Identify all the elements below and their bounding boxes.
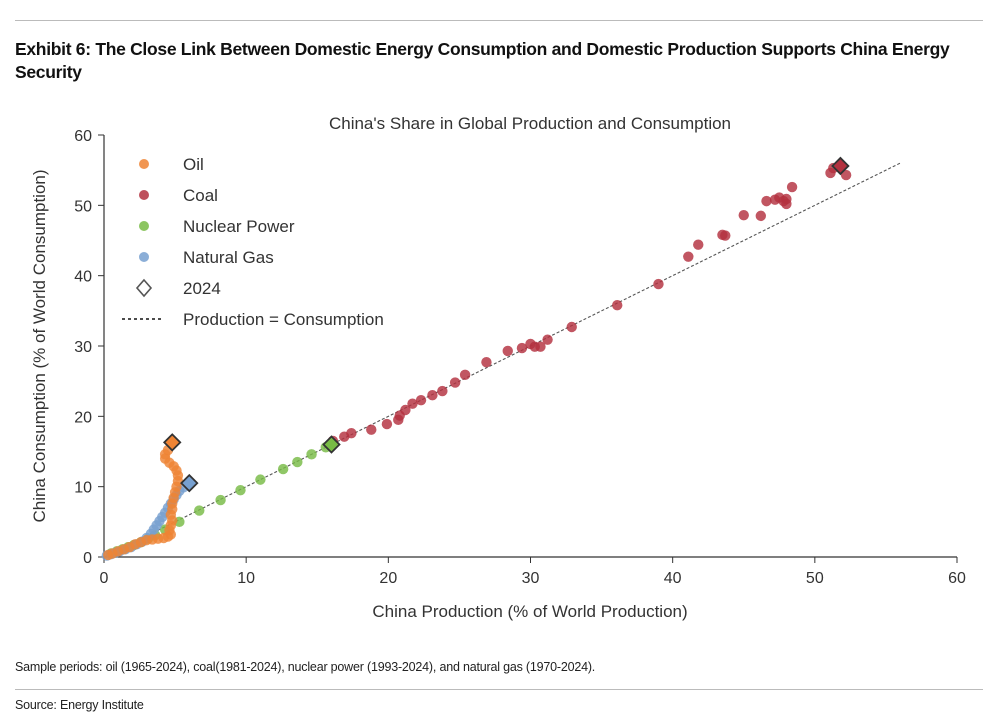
- coal-point: [738, 209, 749, 221]
- coal-point: [535, 341, 546, 352]
- coal-point: [449, 377, 461, 388]
- legend-gas-marker: [139, 252, 149, 262]
- coal-point: [481, 356, 492, 368]
- legend-coal-label: Coal: [183, 186, 218, 205]
- nuclear-point: [255, 474, 266, 485]
- coal-point: [459, 369, 471, 381]
- legend-oil-marker: [139, 159, 149, 169]
- y-tick-label: 30: [74, 339, 92, 356]
- x-tick-label: 20: [379, 570, 397, 587]
- coal-point: [346, 428, 357, 439]
- coal-point: [612, 300, 623, 311]
- legend-oil-label: Oil: [183, 155, 204, 174]
- coal-point: [366, 424, 377, 435]
- exhibit-title: Exhibit 6: The Close Link Between Domest…: [15, 39, 950, 82]
- legend-coal-marker: [139, 190, 149, 200]
- sample-periods-note: Sample periods: oil (1965-2024), coal(19…: [15, 660, 596, 674]
- nuclear-point: [292, 456, 303, 468]
- coal-point: [437, 385, 448, 397]
- nuclear-point: [215, 494, 226, 506]
- coal-point: [516, 342, 528, 354]
- coal-point: [761, 195, 772, 207]
- gas-2024-marker: [180, 473, 199, 493]
- x-tick-label: 40: [664, 570, 682, 587]
- coal-point: [693, 239, 704, 250]
- y-tick-label: 10: [74, 480, 92, 497]
- nuclear-2024-marker: [322, 435, 341, 454]
- x-tick-label: 50: [806, 570, 824, 587]
- legend-2024-diamond-icon: [135, 278, 153, 298]
- coal-point: [720, 230, 731, 241]
- coal-point: [542, 334, 553, 345]
- coal-point: [400, 404, 411, 416]
- y-tick-label: 50: [74, 198, 92, 215]
- y-axis-label: China Consumption (% of World Consumptio…: [30, 169, 49, 522]
- coal-point: [840, 169, 852, 181]
- coal-point: [415, 394, 427, 406]
- legend-nuclear-label: Nuclear Power: [183, 217, 295, 236]
- legend-gas-label: Natural Gas: [183, 248, 274, 267]
- nuclear-point: [306, 449, 317, 460]
- coal-point: [653, 278, 664, 290]
- coal-point: [427, 390, 438, 401]
- scatter-chart: China's Share in Global Production and C…: [30, 114, 966, 621]
- coal-point: [781, 193, 792, 205]
- x-tick-label: 0: [100, 570, 109, 587]
- legend-line-label: Production = Consumption: [183, 310, 384, 329]
- coal-point: [566, 321, 577, 333]
- bottom-rule: [15, 689, 983, 690]
- coal-point: [755, 210, 767, 222]
- y-tick-label: 60: [74, 128, 92, 145]
- y-tick-label: 20: [74, 409, 92, 426]
- nuclear-point: [235, 484, 246, 496]
- coal-point: [502, 345, 513, 357]
- coal-2024-marker: [831, 156, 850, 176]
- nuclear-point: [194, 505, 205, 516]
- coal-point: [407, 398, 418, 409]
- x-tick-label: 10: [237, 570, 255, 587]
- production-equals-consumption-line: [103, 162, 901, 558]
- nuclear-point: [277, 463, 289, 475]
- oil-2024-marker: [162, 433, 182, 452]
- coal-point: [683, 251, 694, 262]
- legend-2024-label: 2024: [183, 279, 221, 298]
- coal-point: [786, 181, 798, 193]
- legend-nuclear-marker: [139, 221, 149, 231]
- x-tick-label: 60: [948, 570, 966, 587]
- x-tick-label: 30: [522, 570, 540, 587]
- y-tick-label: 0: [83, 550, 92, 567]
- y-tick-label: 40: [74, 269, 92, 286]
- chart-title: China's Share in Global Production and C…: [329, 114, 731, 133]
- top-rule: [15, 20, 983, 21]
- source-note: Source: Energy Institute: [15, 698, 144, 712]
- legend: Oil Coal Nuclear Power Natural Gas 2024 …: [122, 155, 384, 329]
- coal-point: [381, 418, 393, 430]
- x-axis-label: China Production (% of World Production): [372, 602, 687, 621]
